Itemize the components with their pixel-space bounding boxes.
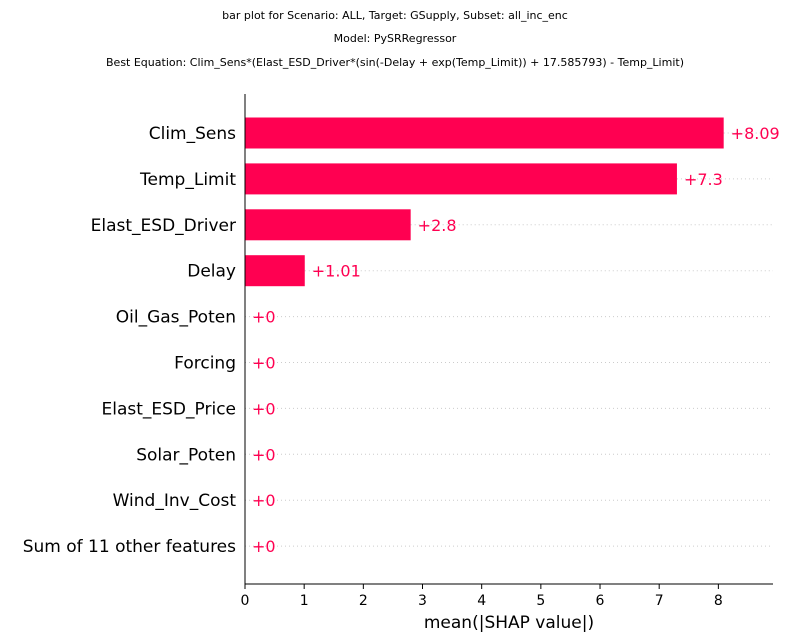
category-label: Oil_Gas_Poten (116, 308, 236, 328)
x-tick-label: 1 (300, 593, 309, 609)
value-label: +8.09 (731, 124, 780, 143)
bar (245, 117, 724, 149)
x-tick-label: 4 (477, 593, 486, 609)
x-ticks: 0 1 2 3 4 5 6 7 8 (241, 584, 723, 609)
category-label: Solar_Poten (136, 445, 236, 465)
value-label: +1.01 (312, 262, 361, 281)
value-label: +2.8 (418, 216, 457, 235)
x-tick-label: 6 (596, 593, 605, 609)
category-label: Wind_Inv_Cost (113, 491, 237, 511)
chart-title-line-1: bar plot for Scenario: ALL, Target: GSup… (222, 9, 568, 22)
x-tick-label: 8 (714, 593, 723, 609)
value-label: +0 (252, 308, 276, 327)
x-tick-label: 5 (536, 593, 545, 609)
x-tick-label: 2 (359, 593, 368, 609)
x-tick-label: 0 (241, 593, 250, 609)
category-labels: Clim_Sens Temp_Limit Elast_ESD_Driver Delay… (23, 124, 237, 557)
category-label: Temp_Limit (139, 170, 236, 190)
category-label: Sum of 11 other features (23, 537, 236, 557)
value-label: +7.3 (684, 170, 723, 189)
category-label: Elast_ESD_Driver (91, 216, 236, 236)
value-label: +0 (252, 537, 276, 556)
bar (245, 255, 305, 287)
x-axis-label: mean(|SHAP value|) (424, 613, 594, 633)
value-label: +0 (252, 399, 276, 418)
bars (245, 117, 724, 287)
value-labels: +8.09 +7.3 +2.8 +1.01 +0 +0 +0 +0 +0 +0 (252, 124, 780, 556)
value-label: +0 (252, 354, 276, 373)
chart-title-line-3: Best Equation: Clim_Sens*(Elast_ESD_Driv… (106, 56, 684, 69)
category-label: Delay (187, 262, 236, 282)
value-label: +0 (252, 445, 276, 464)
x-tick-label: 3 (418, 593, 427, 609)
category-label: Elast_ESD_Price (102, 399, 237, 419)
category-label: Clim_Sens (149, 124, 236, 144)
x-tick-label: 7 (655, 593, 664, 609)
category-label: Forcing (174, 354, 236, 374)
value-label: +0 (252, 491, 276, 510)
row-guides (245, 132, 773, 547)
bar (245, 163, 677, 195)
bar (245, 209, 411, 241)
chart-title-line-2: Model: PySRRegressor (333, 32, 457, 45)
